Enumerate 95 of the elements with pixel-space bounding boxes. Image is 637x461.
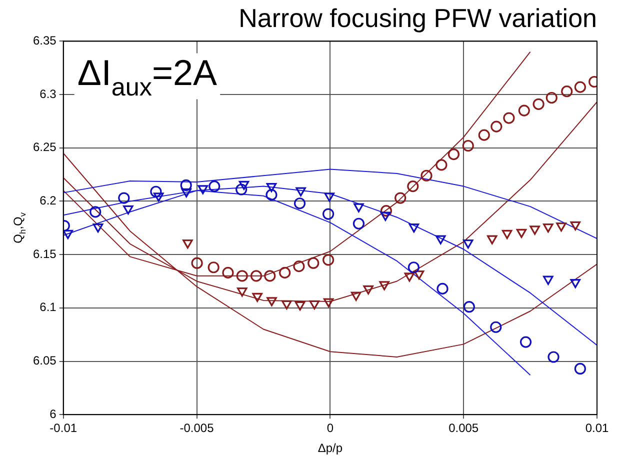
point	[503, 112, 515, 124]
x-tick-label: -0.005	[180, 421, 214, 436]
point	[556, 222, 566, 232]
point	[250, 270, 262, 282]
point	[150, 186, 162, 198]
y-axis-title: Qh,Qv	[11, 212, 28, 244]
y-tick-label: 6.2	[40, 194, 57, 208]
point	[420, 170, 432, 182]
x-tick-label: 0.005	[448, 421, 479, 436]
point	[208, 180, 220, 192]
point	[236, 184, 248, 196]
point	[266, 182, 277, 192]
point	[182, 240, 193, 249]
y-tick-label: 6.1	[40, 300, 57, 314]
x-axis-title: Δp/p	[318, 441, 343, 455]
point	[570, 221, 581, 230]
y-tick-label: 6.05	[32, 354, 57, 368]
point	[462, 240, 474, 249]
x-tick-label: -0.01	[50, 421, 78, 436]
chart-title: Narrow focusing PFW variation	[238, 2, 597, 33]
point	[191, 257, 203, 269]
y-tick-label: 6.35	[32, 34, 57, 48]
point	[408, 262, 420, 274]
point	[293, 260, 305, 272]
point	[394, 192, 406, 204]
point	[294, 301, 306, 311]
point	[208, 262, 220, 274]
point	[309, 300, 320, 310]
point	[324, 192, 335, 202]
point	[294, 198, 306, 210]
point	[181, 188, 192, 198]
point	[308, 257, 320, 269]
point	[222, 266, 234, 279]
point	[63, 230, 74, 240]
point	[90, 206, 102, 218]
y-tick-label: 6.15	[32, 246, 57, 261]
point	[236, 270, 248, 282]
point	[532, 98, 544, 110]
point	[570, 279, 581, 288]
y-tick-label: 6	[50, 406, 57, 421]
point	[436, 159, 448, 171]
point	[546, 92, 558, 104]
point	[574, 362, 586, 375]
point	[322, 208, 334, 220]
point	[414, 270, 424, 280]
point	[448, 148, 460, 160]
point	[436, 282, 448, 295]
point	[380, 212, 391, 221]
point	[490, 321, 502, 333]
point	[379, 281, 390, 290]
point	[463, 301, 475, 313]
point	[118, 192, 130, 204]
point	[323, 298, 334, 308]
point	[502, 230, 512, 240]
point	[543, 276, 554, 285]
point	[252, 292, 262, 302]
point	[363, 285, 374, 295]
point	[296, 187, 306, 196]
point	[530, 226, 540, 235]
point	[354, 203, 364, 212]
point	[436, 235, 446, 244]
point	[238, 180, 250, 190]
point	[407, 180, 419, 192]
point	[153, 192, 164, 202]
point	[548, 351, 560, 363]
point	[478, 129, 490, 141]
point	[352, 218, 365, 230]
y-tick-label: 6.3	[40, 86, 57, 101]
point	[92, 224, 104, 233]
point	[198, 185, 208, 194]
point	[236, 288, 248, 297]
point	[574, 81, 586, 93]
point	[350, 292, 362, 301]
point	[516, 228, 527, 238]
point	[123, 205, 134, 214]
point	[487, 235, 498, 244]
point	[490, 120, 502, 132]
x-tick-label: 0	[326, 421, 334, 436]
point	[322, 254, 334, 266]
point	[404, 272, 415, 282]
point	[561, 86, 573, 98]
x-tick-label: 0.01	[585, 421, 609, 436]
point	[279, 266, 291, 279]
point	[408, 224, 420, 233]
point	[380, 205, 392, 217]
point	[518, 104, 530, 116]
point	[282, 300, 292, 310]
point	[264, 270, 276, 282]
point	[180, 179, 192, 192]
point	[520, 336, 532, 348]
point	[543, 224, 554, 233]
point	[462, 140, 474, 152]
y-tick-label: 6.25	[32, 140, 57, 154]
point	[266, 297, 277, 306]
point	[266, 189, 278, 201]
